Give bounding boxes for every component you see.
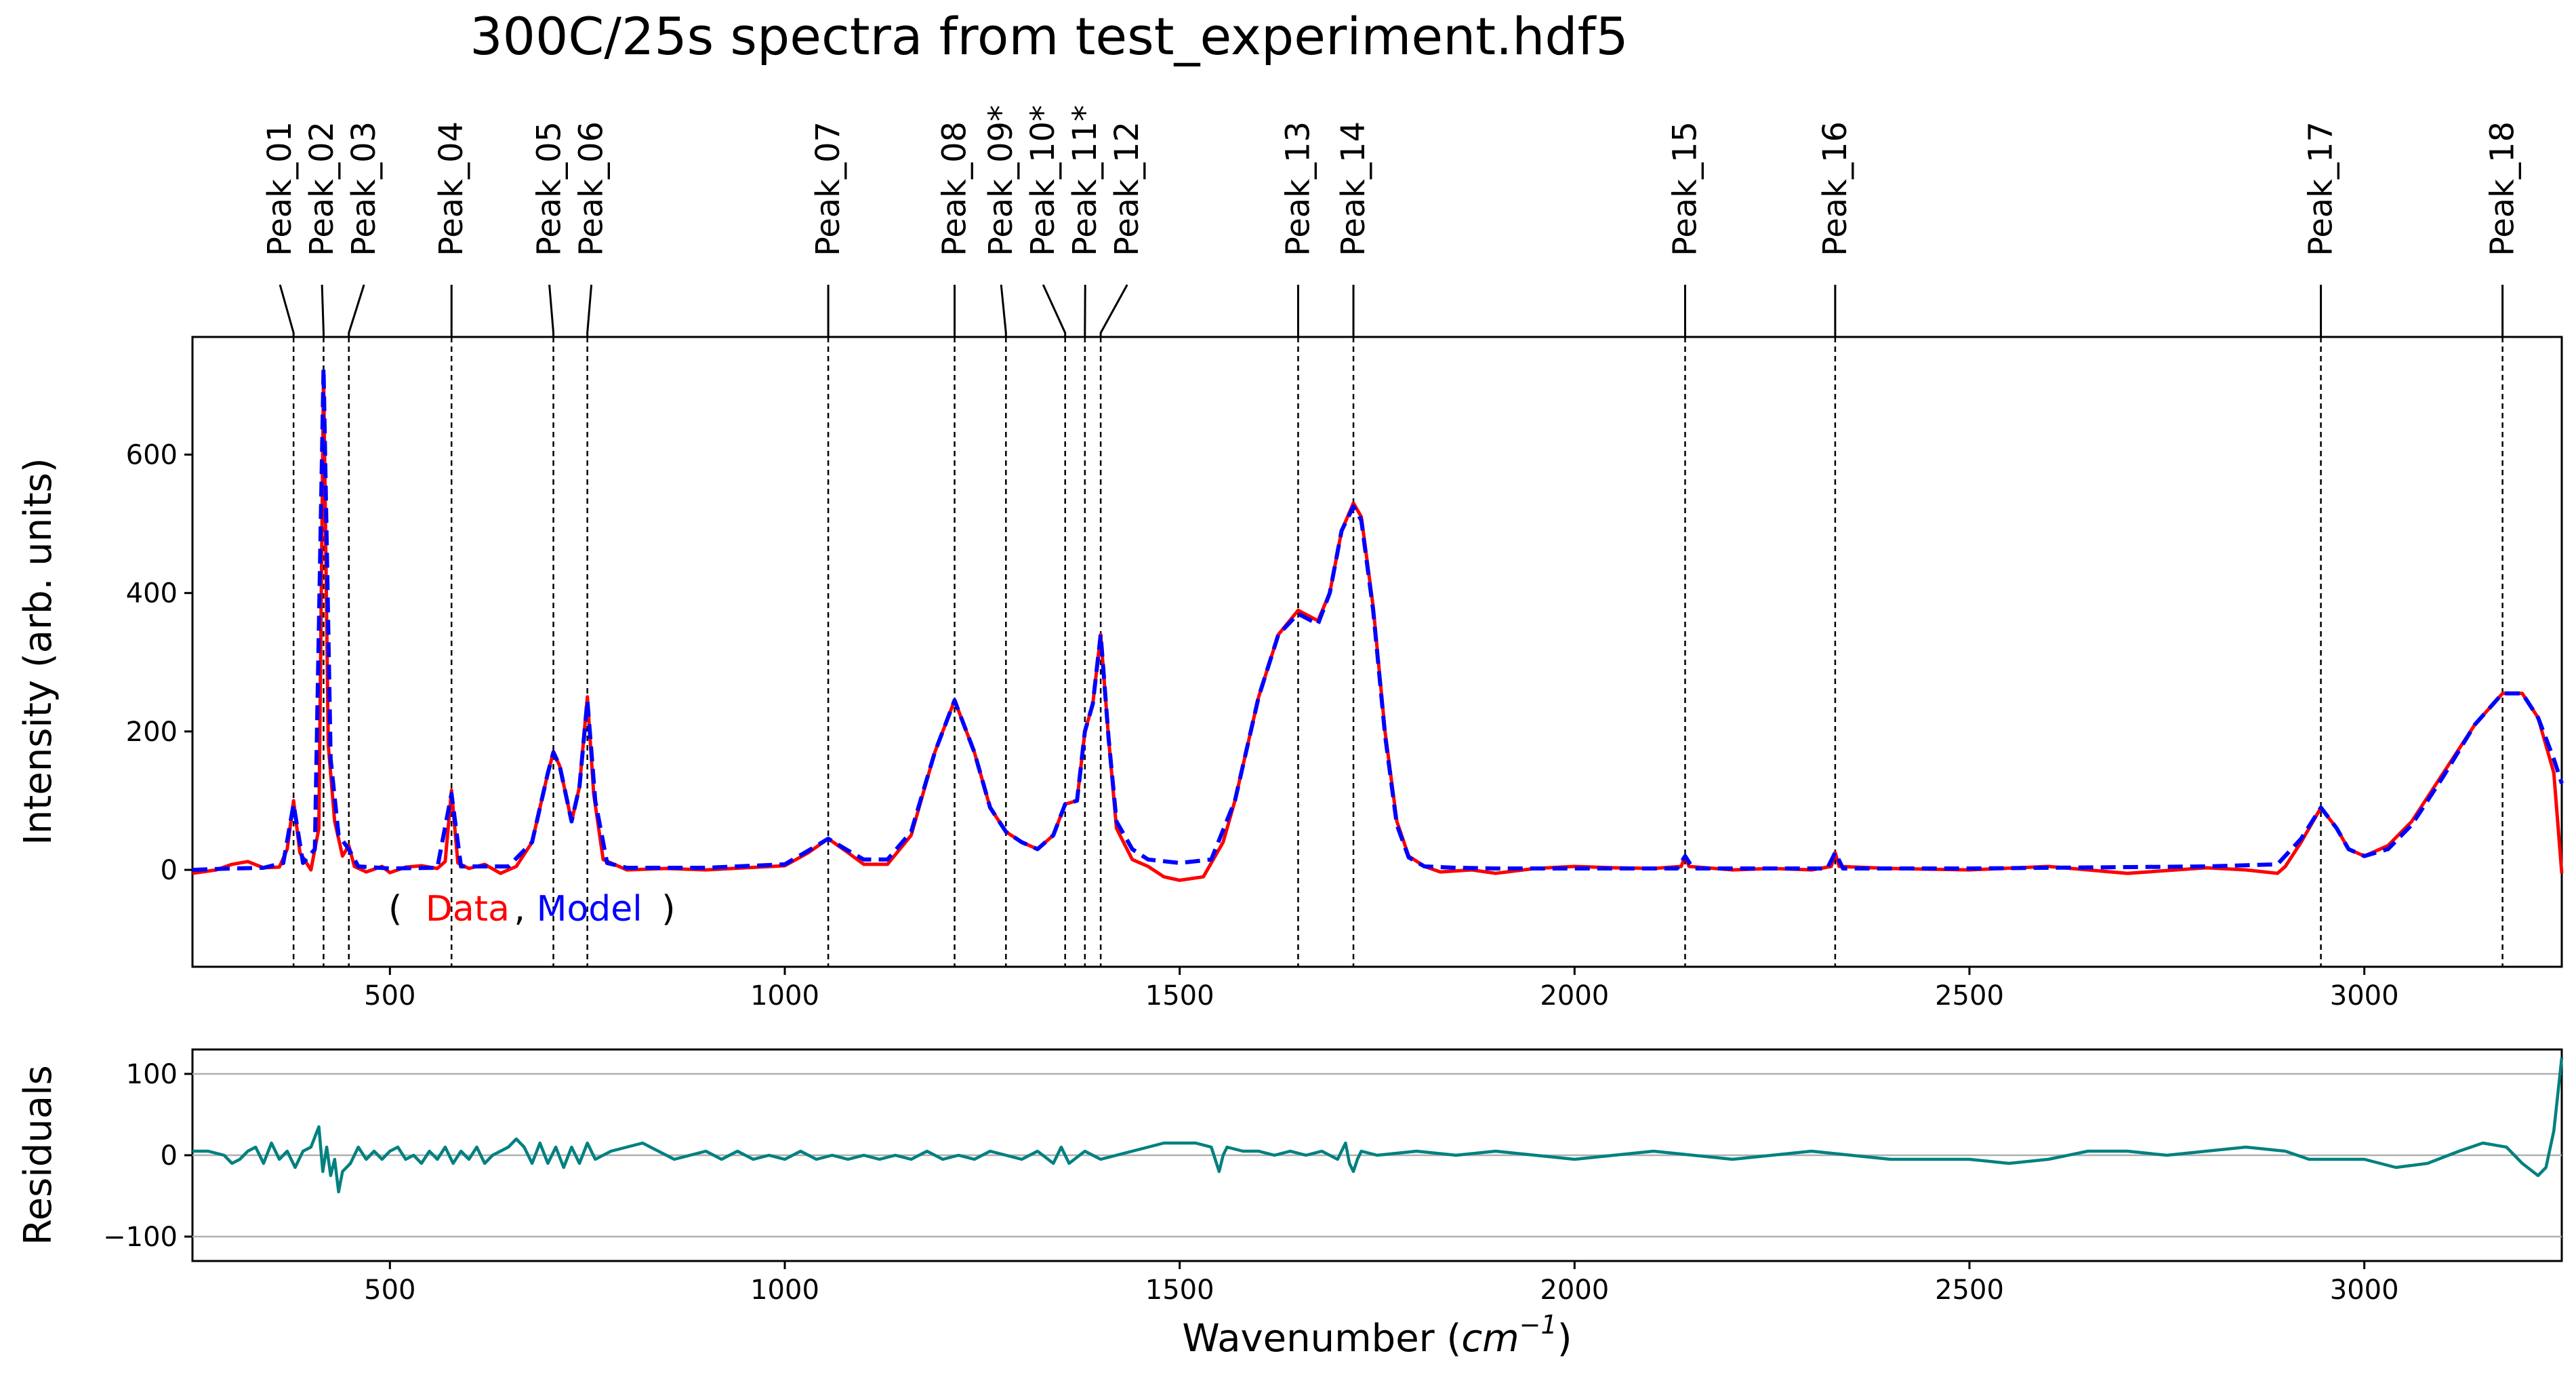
- peak-label: Peak_08: [936, 121, 974, 256]
- peak-label: Peak_07: [809, 121, 847, 256]
- main-x-tick-label: 500: [364, 980, 415, 1012]
- main-x-tick-label: 1500: [1145, 980, 1214, 1012]
- legend-separator: ,: [514, 889, 526, 929]
- main-x-tick-label: 2000: [1540, 980, 1609, 1012]
- main-x-tick-label: 3000: [2330, 980, 2399, 1012]
- residuals-x-tick-label: 1000: [750, 1275, 819, 1306]
- residuals-x-tick-label: 500: [364, 1275, 415, 1306]
- residuals-y-axis-label: Residuals: [16, 1065, 60, 1245]
- peak-connector: [280, 285, 293, 337]
- chart-title: 300C/25s spectra from test_experiment.hd…: [470, 6, 1629, 66]
- peak-label: Peak_03: [345, 121, 383, 256]
- legend: ( Data , Model ): [388, 889, 676, 929]
- peak-connector: [1043, 285, 1065, 337]
- main-y-tick-label: 200: [126, 717, 178, 748]
- peak-label: Peak_09*: [982, 105, 1020, 256]
- peak-label: Peak_04: [432, 121, 470, 256]
- peak-label: Peak_06: [573, 121, 611, 256]
- peak-label: Peak_16: [1816, 121, 1854, 256]
- main-y-tick-label: 0: [161, 855, 178, 886]
- legend-text: ( Data , Model ): [388, 889, 676, 929]
- peak-label: Peak_05: [531, 121, 569, 256]
- peak-label: Peak_14: [1334, 121, 1372, 256]
- peak-label: Peak_11*: [1066, 105, 1104, 256]
- peak-connector: [1101, 285, 1127, 337]
- x-axis-label-close: ): [1557, 1317, 1572, 1361]
- main-y-axis-label: Intensity (arb. units): [16, 458, 60, 845]
- x-axis-label-exponent: −1: [1519, 1310, 1557, 1340]
- main-y-tick-label: 400: [126, 578, 178, 609]
- residuals-x-tick-label: 3000: [2330, 1275, 2399, 1306]
- peak-label: Peak_01: [261, 121, 299, 256]
- peak-label: Peak_10*: [1024, 105, 1062, 256]
- peak-label: Peak_18: [2484, 121, 2522, 256]
- peak-connector: [550, 285, 554, 337]
- main-x-tick-label: 1000: [750, 980, 819, 1012]
- residuals-y-tick-label: 0: [161, 1140, 178, 1172]
- peak-label: Peak_17: [2302, 121, 2340, 256]
- peak-label: Peak_15: [1666, 121, 1704, 256]
- legend-close-paren: ): [661, 889, 675, 929]
- model-series-line: [192, 368, 2562, 870]
- peak-connector: [1001, 285, 1006, 337]
- residuals-y-tick-label: −100: [103, 1222, 178, 1253]
- residuals-series-line: [192, 1058, 2562, 1192]
- x-axis-label-text: Wavenumber (: [1182, 1317, 1461, 1361]
- x-axis-label: Wavenumber (cm−1): [1182, 1310, 1572, 1361]
- peak-connector: [588, 285, 592, 337]
- peak-label: Peak_12: [1108, 121, 1146, 256]
- residuals-x-tick-label: 1500: [1145, 1275, 1214, 1306]
- residuals-x-tick-label: 2500: [1935, 1275, 2004, 1306]
- peak-connector: [349, 285, 364, 337]
- residuals-x-tick-label: 2000: [1540, 1275, 1609, 1306]
- data-series-line: [192, 372, 2562, 880]
- legend-open-paren: (: [388, 889, 402, 929]
- legend-data-label: Data: [426, 889, 510, 929]
- residuals-y-tick-label: 100: [126, 1059, 178, 1090]
- peak-label: Peak_13: [1279, 121, 1317, 256]
- x-axis-label-unit: cm: [1461, 1317, 1519, 1361]
- peak-connector: [322, 285, 323, 337]
- legend-model-label: Model: [537, 889, 642, 929]
- main-x-tick-label: 2500: [1935, 980, 2004, 1012]
- main-y-tick-label: 600: [126, 440, 178, 471]
- peak-label: Peak_02: [303, 121, 341, 256]
- residuals-plot: −100 0 100 500 1000 1500 2000 2500 3000: [103, 1049, 2562, 1306]
